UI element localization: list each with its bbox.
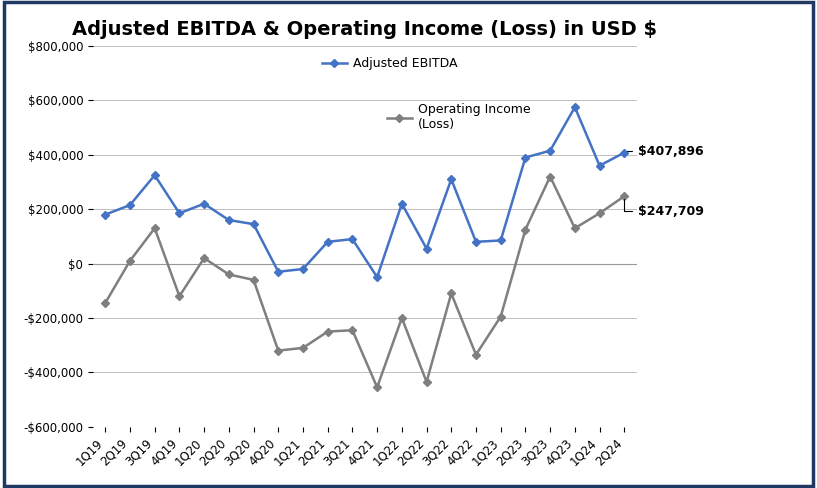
Line: Adjusted EBITDA: Adjusted EBITDA <box>102 104 627 280</box>
Adjusted EBITDA <box>150 172 159 178</box>
Operating Income
(Loss) <box>397 315 407 321</box>
Operating Income
(Loss) <box>619 193 629 199</box>
Operating Income
(Loss) <box>125 258 135 264</box>
Adjusted EBITDA <box>199 201 209 206</box>
Operating Income
(Loss) <box>298 345 308 351</box>
Adjusted EBITDA <box>125 202 135 208</box>
Operating Income
(Loss) <box>422 379 431 385</box>
Adjusted EBITDA <box>100 212 110 218</box>
Operating Income
(Loss) <box>199 255 209 261</box>
Title: Adjusted EBITDA & Operating Income (Loss) in USD $: Adjusted EBITDA & Operating Income (Loss… <box>72 20 658 39</box>
Operating Income
(Loss) <box>274 347 283 353</box>
Adjusted EBITDA <box>373 274 382 280</box>
Adjusted EBITDA <box>446 176 456 182</box>
Adjusted EBITDA <box>545 148 555 154</box>
Line: Operating Income
(Loss): Operating Income (Loss) <box>102 173 627 390</box>
Adjusted EBITDA <box>248 221 258 227</box>
Adjusted EBITDA <box>619 150 629 156</box>
Adjusted EBITDA <box>224 217 234 223</box>
Operating Income
(Loss) <box>446 290 456 296</box>
Adjusted EBITDA <box>570 104 580 110</box>
Operating Income
(Loss) <box>347 327 357 333</box>
Operating Income
(Loss) <box>545 174 555 180</box>
Adjusted EBITDA <box>496 238 506 244</box>
Operating Income
(Loss) <box>471 352 481 358</box>
Adjusted EBITDA <box>422 245 431 251</box>
Operating Income
(Loss) <box>100 300 110 306</box>
Operating Income
(Loss) <box>150 225 159 231</box>
Operating Income
(Loss) <box>248 277 258 283</box>
Adjusted EBITDA <box>520 155 530 161</box>
Adjusted EBITDA <box>397 201 407 206</box>
Text: $247,709: $247,709 <box>624 199 703 218</box>
Operating Income
(Loss) <box>570 225 580 231</box>
Operating Income
(Loss) <box>595 210 605 216</box>
Adjusted EBITDA <box>175 210 185 216</box>
Operating Income
(Loss) <box>496 314 506 320</box>
Operating Income
(Loss) <box>323 328 333 334</box>
Adjusted EBITDA <box>298 266 308 272</box>
Operating Income
(Loss) <box>520 226 530 232</box>
Operating Income
(Loss) <box>224 271 234 277</box>
Adjusted EBITDA <box>471 239 481 245</box>
Operating Income
(Loss) <box>175 293 185 299</box>
Adjusted EBITDA <box>595 163 605 168</box>
Legend: Operating Income
(Loss): Operating Income (Loss) <box>382 98 536 136</box>
Text: $407,896: $407,896 <box>627 145 703 158</box>
Adjusted EBITDA <box>323 239 333 245</box>
Adjusted EBITDA <box>274 269 283 275</box>
Adjusted EBITDA <box>347 236 357 242</box>
Operating Income
(Loss) <box>373 385 382 390</box>
